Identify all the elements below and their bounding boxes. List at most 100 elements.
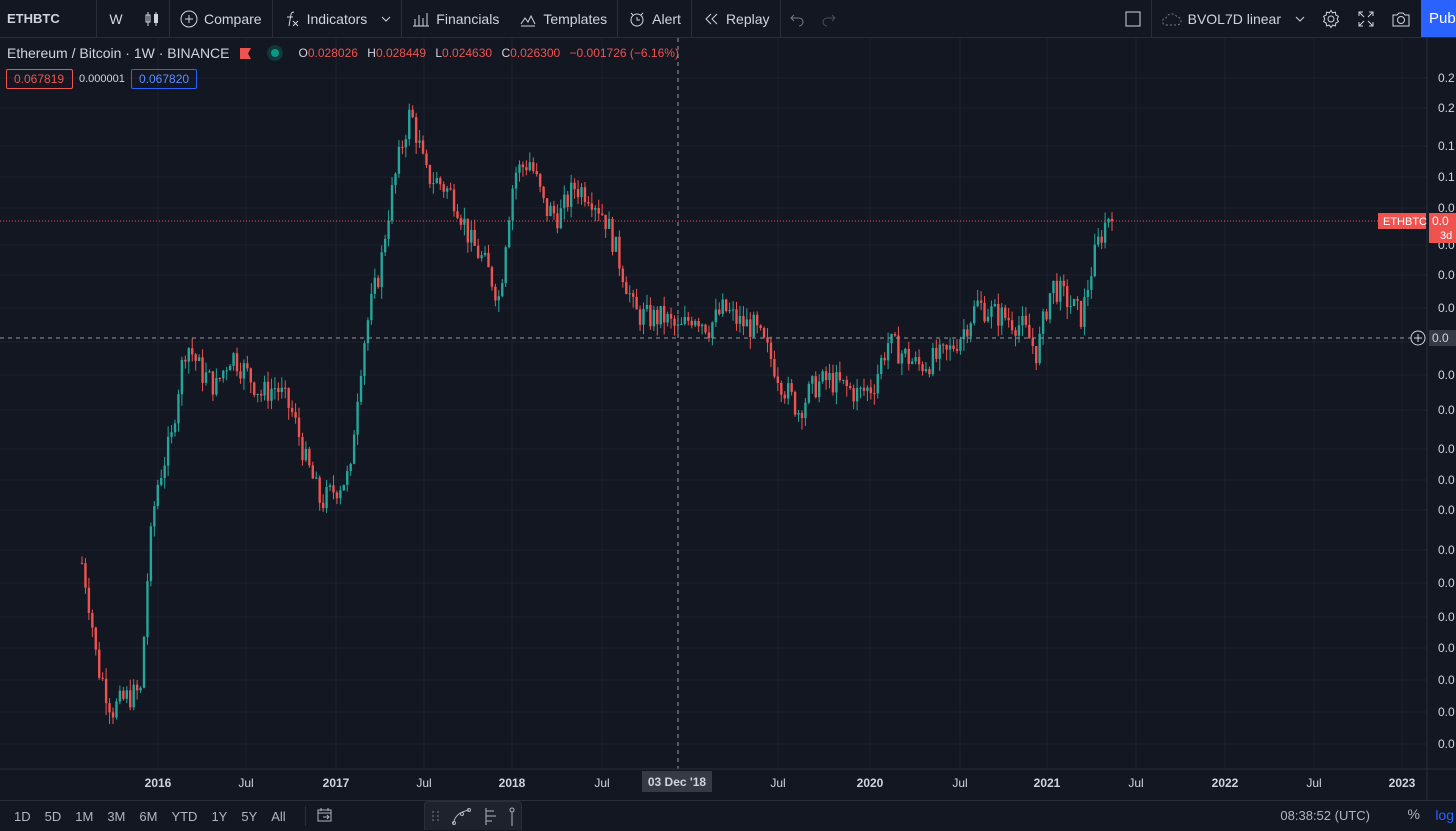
toolbar-divider bbox=[617, 0, 619, 37]
candle bbox=[390, 177, 394, 224]
indicators-button[interactable]: Indicators bbox=[273, 0, 402, 37]
candle bbox=[552, 200, 556, 220]
publish-button[interactable]: Pub bbox=[1421, 0, 1456, 37]
candle bbox=[466, 218, 470, 253]
fullscreen-button[interactable] bbox=[1349, 0, 1383, 37]
utc-clock[interactable]: 08:38:52 (UTC) bbox=[1280, 808, 1370, 823]
range-button-1y[interactable]: 1Y bbox=[211, 808, 228, 824]
log-scale-toggle[interactable]: log bbox=[1435, 807, 1454, 823]
bar-chart-icon bbox=[413, 12, 430, 26]
percent-scale-toggle[interactable]: % bbox=[1407, 806, 1420, 822]
layout-button[interactable] bbox=[1115, 0, 1151, 37]
candle bbox=[724, 298, 728, 313]
candle bbox=[680, 317, 683, 326]
candle bbox=[762, 326, 766, 339]
candle bbox=[828, 363, 831, 389]
redo-button[interactable] bbox=[813, 0, 845, 37]
goto-date-button[interactable] bbox=[316, 807, 334, 826]
undo-icon bbox=[789, 14, 804, 26]
candle bbox=[129, 679, 132, 711]
compare-button[interactable]: Compare bbox=[170, 0, 272, 37]
undo-button[interactable] bbox=[781, 0, 813, 37]
candle bbox=[201, 349, 204, 392]
range-button-5y[interactable]: 5Y bbox=[241, 808, 258, 824]
candle bbox=[104, 668, 108, 716]
candle bbox=[149, 522, 153, 587]
range-button-all[interactable]: All bbox=[271, 808, 286, 824]
top-toolbar: ETHBTC W Compare Indicators Financials T… bbox=[0, 0, 1456, 38]
interval-button[interactable]: W bbox=[109, 10, 123, 27]
candle bbox=[359, 369, 363, 406]
range-button-3m[interactable]: 3M bbox=[107, 808, 126, 824]
drag-handle-icon[interactable] bbox=[430, 808, 442, 824]
crosshair-add-button[interactable] bbox=[1410, 330, 1426, 346]
legend-symbol-title[interactable]: Ethereum / Bitcoin · 1W · BINANCE bbox=[7, 45, 230, 61]
price-chart[interactable]: 0.20.20.10.10.00.00.00.00.00.00.00.00.00… bbox=[0, 38, 1456, 800]
symbol-search-button[interactable]: ETHBTC bbox=[7, 11, 60, 26]
candle bbox=[766, 328, 769, 353]
fib-tool-icon[interactable] bbox=[483, 806, 499, 826]
range-button-6m[interactable]: 6M bbox=[139, 808, 158, 824]
buy-button[interactable]: 0.067820 bbox=[131, 69, 197, 89]
flag-icon[interactable] bbox=[239, 47, 251, 59]
range-button-1m[interactable]: 1M bbox=[75, 808, 94, 824]
candle bbox=[366, 317, 370, 351]
candle bbox=[649, 297, 652, 330]
candle bbox=[890, 333, 893, 354]
replay-button[interactable]: Replay bbox=[692, 0, 780, 37]
candle bbox=[208, 369, 211, 373]
candle bbox=[146, 573, 149, 645]
candle bbox=[235, 347, 239, 377]
templates-button[interactable]: Templates bbox=[509, 0, 617, 37]
candle bbox=[297, 407, 301, 446]
candle bbox=[573, 178, 576, 199]
range-button-1d[interactable]: 1D bbox=[14, 808, 31, 824]
candle bbox=[270, 378, 273, 409]
candle bbox=[1055, 273, 1059, 305]
candle bbox=[1000, 303, 1003, 336]
candle bbox=[111, 707, 115, 725]
time-tick-label: 2017 bbox=[323, 776, 350, 790]
candle bbox=[690, 316, 693, 329]
curve-tool-icon[interactable] bbox=[451, 806, 473, 826]
candle bbox=[1076, 296, 1079, 311]
candle bbox=[628, 285, 631, 303]
price-axis-ticks: 0.2 0.2 0.1 0.1 0.0 0.0 0.0 0.0 0.0 0.0 0.0 0.0 0.0 0… bbox=[1438, 71, 1455, 751]
candle bbox=[714, 298, 718, 328]
candle bbox=[1035, 345, 1038, 371]
candle bbox=[821, 369, 824, 384]
candle bbox=[387, 210, 390, 247]
candle bbox=[576, 180, 580, 205]
candle bbox=[432, 172, 435, 194]
cursor-tool-icon[interactable] bbox=[508, 806, 516, 826]
range-button-ytd[interactable]: YTD bbox=[171, 808, 198, 824]
candle bbox=[852, 384, 855, 410]
financials-button[interactable]: Financials bbox=[402, 0, 509, 37]
candle bbox=[442, 181, 445, 198]
candle bbox=[800, 410, 804, 430]
candlestick-series bbox=[80, 103, 1114, 725]
candle bbox=[976, 290, 979, 308]
candle bbox=[428, 164, 432, 189]
candle bbox=[924, 362, 928, 373]
candle bbox=[942, 343, 945, 354]
chevron-down-icon bbox=[1295, 16, 1305, 22]
candle bbox=[211, 371, 215, 401]
candle bbox=[98, 641, 101, 680]
candle bbox=[549, 202, 552, 217]
layout-name-button[interactable]: BVOL7D linear bbox=[1152, 0, 1313, 37]
alert-button[interactable]: Alert bbox=[618, 0, 691, 37]
sell-button[interactable]: 0.067819 bbox=[6, 69, 73, 89]
time-tick-label: Jul bbox=[238, 776, 253, 790]
candle bbox=[380, 245, 383, 299]
candle bbox=[990, 300, 993, 329]
candle bbox=[308, 446, 311, 468]
candle bbox=[869, 379, 873, 400]
crosshair-price-label: 0.0 bbox=[1432, 331, 1449, 345]
range-button-5d[interactable]: 5D bbox=[44, 808, 62, 824]
candle bbox=[249, 367, 252, 394]
snapshot-button[interactable] bbox=[1383, 0, 1419, 37]
settings-button[interactable] bbox=[1313, 0, 1349, 37]
chart-type-button[interactable] bbox=[135, 0, 169, 37]
candle bbox=[979, 291, 983, 311]
